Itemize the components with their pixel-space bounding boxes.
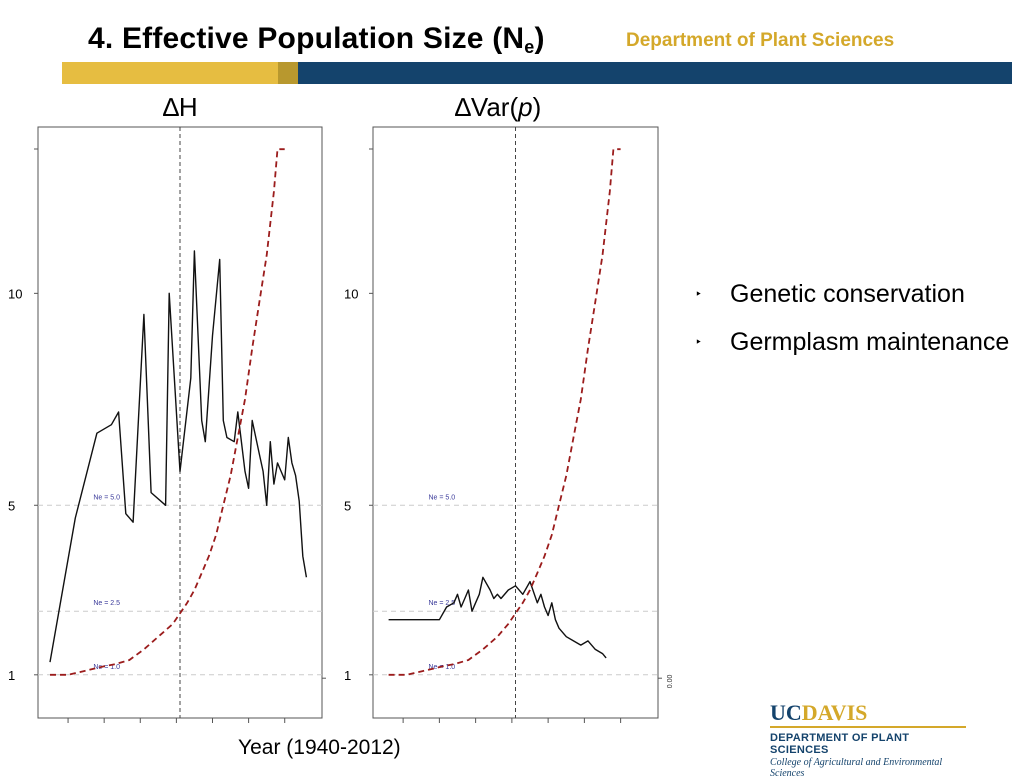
- right-axis-tick-label: 0.00: [667, 674, 674, 688]
- header-band-gold: [62, 62, 278, 84]
- bullet-item: ‣ Genetic conservation: [695, 278, 1015, 310]
- slide-title: 4. Effective Population Size (Ne): [88, 22, 545, 57]
- y-tick-label: 5: [344, 498, 351, 513]
- left-plot-title: ∆H: [163, 92, 198, 122]
- ne-reference-label: Ne = 5.0: [93, 494, 120, 501]
- header-band-navy: [298, 62, 1012, 84]
- ucdavis-logo: UC DAVIS DEPARTMENT OF PLANT SCIENCES Col…: [770, 702, 966, 779]
- ne-reference-label: Ne = 5.0: [429, 494, 456, 501]
- bullet-text: Germplasm maintenance: [730, 328, 1010, 356]
- bullet-text: Genetic conservation: [730, 280, 965, 308]
- y-tick-label: 1: [344, 668, 351, 683]
- ne-reference-label: Ne = 2.5: [429, 600, 456, 607]
- bullet-list: ‣ Genetic conservation ‣ Germplasm maint…: [695, 278, 1015, 374]
- observed-ne-line: [49, 250, 308, 663]
- y-tick-label: 10: [344, 286, 358, 301]
- y-tick-label: 10: [8, 286, 22, 301]
- bullet-marker-icon: ‣: [695, 335, 703, 349]
- ne-reference-label: Ne = 2.5: [93, 600, 120, 607]
- ne-expected-curve: [388, 148, 621, 676]
- header-band-dark-gold: [278, 62, 298, 84]
- bullet-item: ‣ Germplasm maintenance: [695, 326, 1015, 358]
- observed-ne-line: [388, 576, 607, 659]
- right-plot-title: ∆Var(p): [455, 92, 542, 122]
- ne-expected-curve: [50, 148, 285, 676]
- ne-reference-label: Ne = 1.0: [93, 664, 120, 671]
- bullet-marker-icon: ‣: [695, 287, 703, 301]
- x-axis-title: Year (1940-2012): [238, 736, 401, 759]
- department-label: Department of Plant Sciences: [626, 30, 895, 51]
- y-tick-label: 1: [8, 668, 15, 683]
- y-tick-label: 5: [8, 498, 15, 513]
